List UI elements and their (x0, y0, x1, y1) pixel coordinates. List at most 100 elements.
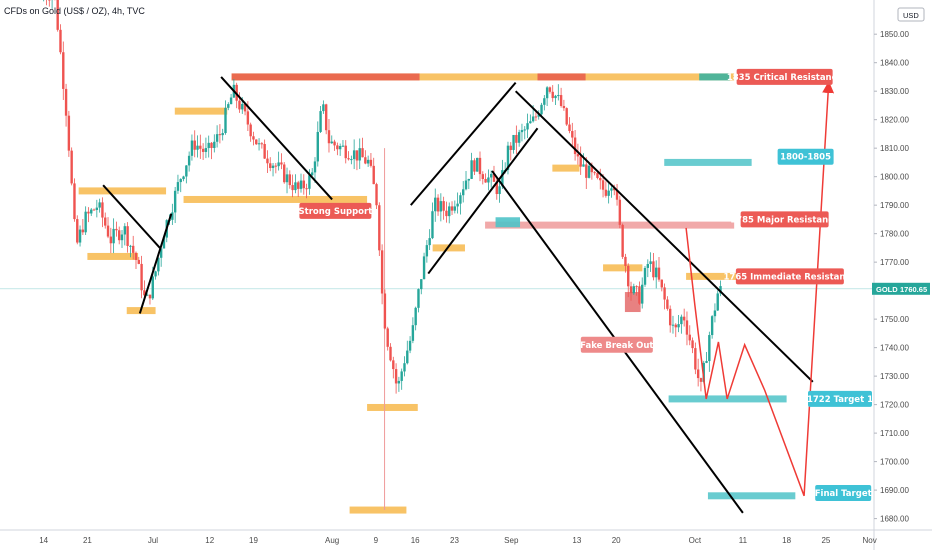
candle-body (590, 165, 594, 173)
candle-body (674, 324, 677, 328)
candle-body (246, 111, 250, 125)
x-tick-label: 14 (39, 536, 48, 545)
candle-body (448, 206, 451, 217)
annotation-text: Fake Break Out (580, 341, 653, 351)
candle-body (347, 158, 350, 160)
candle-body (691, 340, 694, 349)
candle-body (257, 143, 261, 145)
annotation-text: 1835 Critical Resistance (727, 73, 843, 83)
candle-body (154, 271, 157, 277)
candle-body (358, 148, 361, 161)
candle-body (529, 121, 532, 124)
candle-body (227, 104, 230, 108)
candle-body (260, 143, 264, 145)
candle-body (207, 142, 210, 149)
level-zone (87, 252, 139, 260)
x-tick-label: 11 (739, 536, 748, 545)
candle-body (372, 165, 375, 185)
candle-body (252, 136, 255, 140)
candle-body (213, 141, 216, 148)
candle-body (585, 164, 588, 178)
candle-body (67, 115, 71, 151)
candle-body (467, 178, 471, 181)
candle-body (638, 286, 641, 304)
candle-body (162, 237, 166, 249)
candle-body (313, 161, 317, 173)
candle-body (470, 160, 473, 179)
candle-body (386, 328, 389, 347)
annotation-label: 1722 Target 1 (807, 390, 873, 407)
annotation-text: Final Target (815, 489, 872, 499)
currency-badge[interactable]: USD (897, 7, 925, 22)
level-zone (231, 73, 735, 81)
candle-body (680, 316, 683, 325)
candle-body (478, 157, 482, 175)
level-zone (367, 403, 418, 411)
candle-body (671, 324, 675, 326)
price-tag-value: 1760.65 (900, 285, 927, 294)
candle-body (534, 116, 538, 118)
candle-body (193, 140, 196, 150)
candle-body (238, 100, 241, 110)
candle-body (277, 162, 280, 167)
candle-body (129, 245, 132, 247)
x-tick-label: Nov (863, 536, 877, 545)
y-tick-label: 1700.00 (880, 458, 909, 467)
level-zone (183, 195, 368, 203)
candle-body (702, 362, 705, 382)
candle-body (601, 180, 605, 190)
candle-body (70, 150, 73, 184)
candle-body (375, 184, 378, 206)
y-tick-label: 1750.00 (880, 315, 909, 324)
annotation-label: Strong Support (299, 202, 372, 219)
candle-body (341, 145, 345, 147)
candle-body (627, 265, 630, 287)
candle-body (710, 316, 714, 336)
candle-body (411, 325, 415, 341)
candle-body (557, 95, 560, 97)
candle-body (59, 29, 62, 53)
candle-body (462, 189, 465, 196)
candle-body (310, 172, 314, 176)
level-zone (664, 158, 752, 166)
candle-body (506, 145, 510, 170)
candle-body (299, 180, 303, 189)
candle-body (101, 202, 104, 218)
projection-path (685, 80, 835, 497)
annotation-text: 1800-1805 (780, 153, 831, 163)
candle-body (537, 114, 540, 117)
candle-body (98, 202, 101, 208)
candle-body (422, 256, 426, 280)
annotation-label: 1765 Immediate Resistance (723, 268, 856, 285)
candle-body (274, 165, 278, 167)
candle-body (431, 211, 434, 239)
candle-body (403, 363, 406, 372)
candle-body (621, 224, 624, 257)
candle-body (185, 165, 188, 177)
candle-body (159, 248, 163, 258)
candle-body (498, 186, 501, 195)
candle-body (548, 87, 552, 92)
trend-line (410, 81, 517, 206)
candle-body (417, 289, 420, 308)
candle-body (106, 225, 110, 237)
candle-body (145, 294, 149, 296)
candle-body (224, 107, 227, 134)
candle-body (143, 290, 146, 296)
candle-body (523, 129, 526, 131)
candle-body (215, 134, 219, 142)
level-zone (78, 187, 167, 195)
y-tick-label: 1690.00 (880, 486, 909, 495)
candle-body (95, 207, 99, 210)
annotation-text: 1765 Immediate Resistance (723, 272, 856, 282)
channel-top-line (514, 90, 814, 383)
y-tick-label: 1850.00 (880, 30, 909, 39)
x-tick-label: 23 (450, 536, 459, 545)
candle-body (171, 212, 174, 220)
candle-body (543, 98, 546, 105)
y-tick-label: 1810.00 (880, 144, 909, 153)
candle-body (350, 159, 353, 161)
candle-body (140, 263, 143, 291)
candle-body (696, 369, 700, 379)
